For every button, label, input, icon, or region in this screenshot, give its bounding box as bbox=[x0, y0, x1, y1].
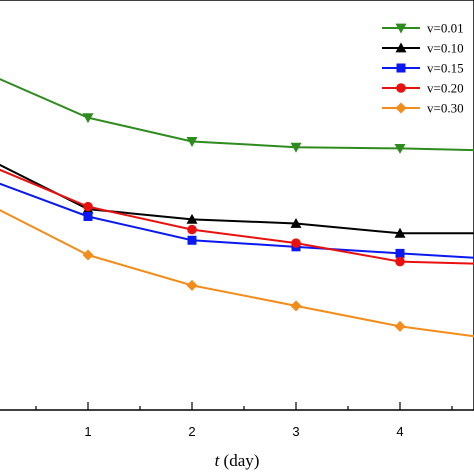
data-point bbox=[394, 144, 406, 154]
legend-label: v=0.10 bbox=[427, 41, 464, 56]
legend-entry: v=0.30 bbox=[382, 101, 464, 116]
x-tick-label: 3 bbox=[292, 424, 299, 439]
data-point bbox=[395, 256, 405, 267]
plot-frame bbox=[0, 0, 474, 411]
data-point bbox=[290, 217, 302, 228]
x-axis-unit: (day) bbox=[219, 451, 259, 470]
data-point bbox=[290, 142, 302, 153]
x-axis-ticks: 1 2 3 4 bbox=[35, 402, 453, 439]
x-tick-label: 2 bbox=[188, 424, 195, 439]
x-axis-title: t (day) bbox=[215, 451, 260, 470]
legend-marker bbox=[396, 83, 406, 93]
data-point bbox=[82, 249, 94, 261]
legend-label: v=0.01 bbox=[427, 21, 464, 36]
data-point bbox=[187, 224, 197, 235]
data-point bbox=[187, 235, 197, 245]
legend-label: v=0.30 bbox=[427, 101, 464, 116]
data-point bbox=[186, 213, 198, 224]
x-axis-variable: t bbox=[215, 451, 221, 470]
legend-marker bbox=[395, 102, 407, 114]
data-point bbox=[186, 137, 198, 147]
legend-label: v=0.20 bbox=[427, 81, 464, 96]
data-point bbox=[394, 227, 406, 238]
legend: v=0.01 v=0.10 v=0.15 v=0.20 v=0.30 bbox=[382, 21, 464, 116]
series-line bbox=[0, 182, 474, 259]
legend-marker bbox=[395, 23, 407, 34]
data-point bbox=[394, 320, 406, 332]
series-line bbox=[0, 209, 474, 338]
legend-marker bbox=[396, 63, 406, 73]
series-1 bbox=[0, 163, 474, 238]
legend-entry: v=0.10 bbox=[382, 41, 464, 56]
data-point bbox=[290, 300, 302, 312]
x-tick-label: 4 bbox=[396, 424, 403, 439]
series-4 bbox=[0, 209, 474, 338]
data-point bbox=[291, 238, 301, 248]
data-point bbox=[83, 201, 93, 212]
series-3 bbox=[0, 168, 474, 267]
series-line bbox=[0, 163, 474, 235]
series-layer bbox=[0, 78, 474, 338]
data-point bbox=[186, 279, 198, 291]
legend-entry: v=0.15 bbox=[382, 61, 464, 76]
data-point bbox=[395, 248, 405, 258]
legend-entry: v=0.20 bbox=[382, 81, 464, 96]
legend-entry: v=0.01 bbox=[382, 21, 464, 36]
data-point bbox=[82, 113, 94, 124]
series-line bbox=[0, 168, 474, 265]
legend-marker bbox=[395, 42, 407, 53]
x-tick-label: 1 bbox=[84, 424, 91, 439]
legend-label: v=0.15 bbox=[427, 61, 464, 76]
series-0 bbox=[0, 78, 474, 154]
series-line bbox=[0, 78, 474, 152]
data-point bbox=[83, 211, 93, 221]
